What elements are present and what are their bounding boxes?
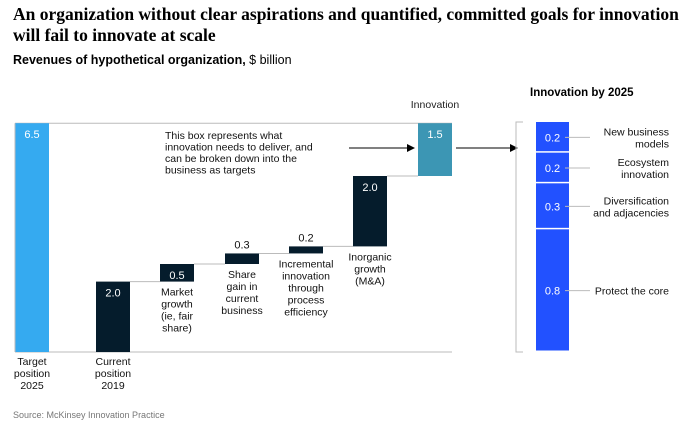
- bar-2: [160, 264, 194, 282]
- category-label-3: Share: [228, 269, 256, 281]
- bar-6: [418, 123, 452, 176]
- data-label-1: 2.0: [105, 288, 120, 300]
- category-label-5: (M&A): [355, 275, 385, 287]
- annotation-text: innovation needs to deliver, and: [165, 142, 313, 154]
- segment-category-1: innovation: [621, 169, 669, 181]
- segment-category-3: Protect the core: [595, 286, 669, 298]
- segment-category-0: New business: [604, 126, 669, 138]
- category-label-5: growth: [354, 263, 386, 275]
- breakdown-bracket: [515, 121, 523, 353]
- category-label-2: share): [162, 323, 192, 335]
- segment-category-0: models: [635, 138, 669, 150]
- bar-5: [353, 176, 387, 247]
- bar-1: [96, 281, 130, 352]
- segment-1: [536, 152, 569, 182]
- category-label-2: (ie, fair: [161, 311, 194, 323]
- category-label-4: process: [288, 294, 325, 306]
- category-label-0: 2025: [20, 380, 44, 392]
- bar-0: [15, 123, 49, 352]
- category-label-4: efficiency: [284, 306, 328, 318]
- category-label-5: Inorganic: [348, 251, 391, 263]
- data-label-4: 0.2: [298, 232, 313, 244]
- chart-subtitle: Revenues of hypothetical organization, $…: [13, 53, 292, 67]
- bar-4: [289, 246, 323, 254]
- category-label-2: Market: [161, 287, 193, 299]
- bar-3: [225, 253, 259, 264]
- segment-0: [536, 122, 569, 152]
- category-label-4: through: [288, 282, 324, 294]
- category-label-1: 2019: [101, 380, 125, 392]
- category-label-0: position: [14, 368, 50, 380]
- category-label-0: Target: [17, 356, 46, 368]
- annotation-text: business as targets: [165, 165, 255, 177]
- segment-category-2: Diversification: [604, 195, 670, 207]
- subtitle-unit: $ billion: [245, 53, 292, 67]
- category-label-4: innovation: [282, 270, 330, 282]
- chart-title: An organization without clear aspiration…: [13, 4, 679, 45]
- source-note: Source: McKinsey Innovation Practice: [13, 410, 165, 420]
- segment-label-3: 0.8: [545, 286, 560, 298]
- category-label-3: gain in: [227, 281, 258, 293]
- annotation-text: This box represents what: [165, 130, 282, 142]
- breakdown-title: Innovation by 2025: [530, 87, 634, 99]
- innovation-label: Innovation: [411, 99, 460, 111]
- subtitle-label: Revenues of hypothetical organization,: [13, 53, 246, 67]
- data-label-3: 0.3: [234, 239, 249, 251]
- data-label-6: 1.5: [427, 129, 442, 141]
- segment-label-1: 0.2: [545, 163, 560, 175]
- category-label-2: growth: [161, 299, 193, 311]
- category-label-3: business: [221, 305, 262, 317]
- data-label-5: 2.0: [362, 182, 377, 194]
- category-label-3: current: [226, 293, 259, 305]
- segment-label-2: 0.3: [545, 201, 560, 213]
- segment-label-0: 0.2: [545, 132, 560, 144]
- segment-3: [536, 229, 569, 351]
- data-label-0: 6.5: [24, 129, 39, 141]
- data-label-2: 0.5: [169, 270, 184, 282]
- category-label-4: Incremental: [279, 258, 334, 270]
- segment-2: [536, 183, 569, 228]
- segment-category-1: Ecosystem: [618, 157, 670, 169]
- category-label-1: Current: [95, 356, 130, 368]
- segment-category-2: and adjacencies: [593, 207, 669, 219]
- category-label-1: position: [95, 368, 131, 380]
- annotation-text: can be broken down into the: [165, 153, 297, 165]
